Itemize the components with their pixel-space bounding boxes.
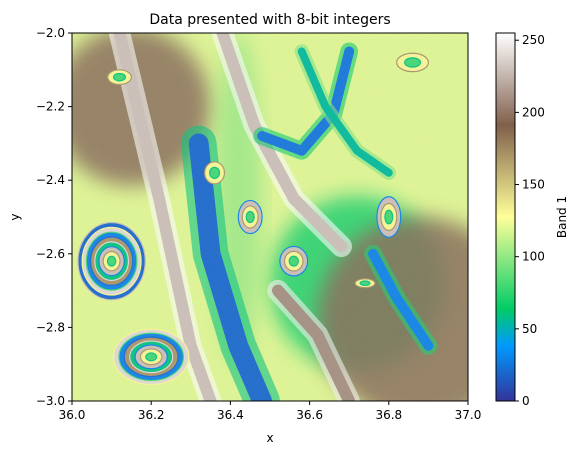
x-axis-label: x [266, 431, 273, 445]
y-tick-label: −2.2 [36, 100, 65, 114]
y-axis-label: y [8, 213, 22, 220]
x-tick-label: 36.4 [217, 408, 244, 422]
chart-title: Data presented with 8-bit integers [149, 12, 390, 28]
y-tick-label: −3.0 [36, 394, 65, 408]
colorbar: 0 50 100 150 200 250 Band 1 [495, 32, 569, 408]
colorbar-tick-label: 50 [522, 322, 537, 336]
colorbar-tick-label: 0 [522, 394, 530, 408]
x-tick-label: 36.0 [59, 408, 86, 422]
colorbar-tick-label: 200 [522, 105, 545, 119]
colorbar-tick-label: 250 [522, 33, 545, 47]
y-tick-label: −2.8 [36, 320, 65, 334]
colorbar-tick-label: 150 [522, 178, 545, 192]
x-tick-label: 36.6 [296, 408, 323, 422]
y-tick-label: −2.4 [36, 173, 65, 187]
plot-area [71, 32, 469, 402]
colorbar-tick-label: 100 [522, 250, 545, 264]
plot-frame [71, 32, 469, 402]
colorbar-gradient [496, 33, 515, 401]
colorbar-label: Band 1 [555, 196, 569, 238]
colorbar-frame [495, 32, 516, 402]
y-axis: −2.0 −2.2 −2.4 −2.6 −2.8 −3.0 [36, 26, 72, 408]
x-tick-label: 37.0 [455, 408, 482, 422]
y-tick-label: −2.0 [36, 26, 65, 40]
x-tick-label: 36.8 [375, 408, 402, 422]
colorbar-ticks: 0 50 100 150 200 250 [515, 33, 545, 408]
y-tick-label: −2.6 [36, 247, 65, 261]
x-axis: 36.0 36.2 36.4 36.6 36.8 37.0 [59, 401, 482, 422]
noise-overlay [72, 33, 468, 401]
x-tick-label: 36.2 [138, 408, 165, 422]
